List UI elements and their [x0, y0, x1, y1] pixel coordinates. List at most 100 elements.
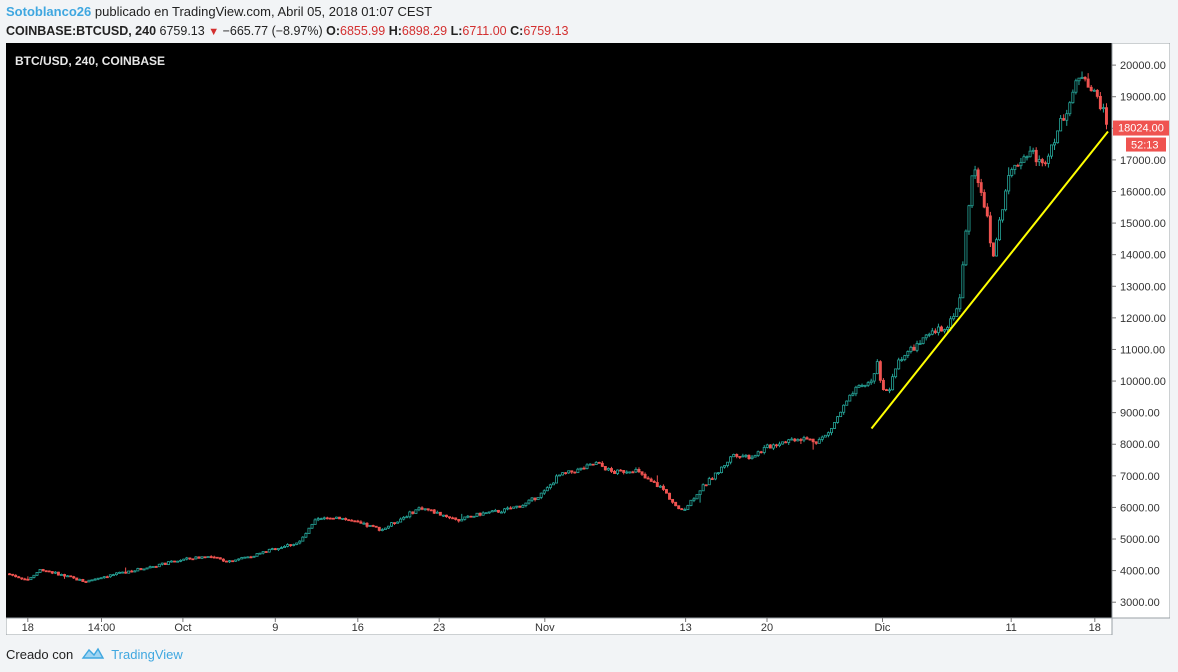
candle-body	[475, 512, 479, 517]
candle-body	[564, 472, 568, 475]
candle-body	[558, 474, 561, 477]
candle-body	[240, 557, 244, 560]
low-value: 6711.00	[462, 24, 507, 38]
candle-body	[775, 444, 778, 447]
candle-body	[35, 572, 39, 576]
candle-body	[530, 497, 534, 501]
candle-body	[756, 451, 760, 456]
candle-body	[848, 394, 852, 402]
candle-body	[63, 574, 66, 577]
candle-body	[1068, 102, 1072, 115]
time-axis[interactable]	[5, 617, 1113, 636]
candle-body	[115, 572, 118, 576]
candle-body	[655, 482, 659, 488]
candle-body	[157, 563, 161, 568]
tradingview-brand-link[interactable]: TradingView	[111, 647, 183, 662]
candle-body	[203, 556, 207, 559]
price-chart[interactable]: BTC/USD, 240, COINBASE 3000.00 4000.00 500…	[5, 42, 1171, 636]
candle-body	[402, 516, 406, 520]
candle-body	[130, 570, 134, 573]
candle-body	[811, 438, 815, 443]
candle-body	[432, 509, 436, 514]
plot-area[interactable]	[6, 43, 1112, 618]
x-tick-label: 13	[679, 622, 691, 634]
candle-body	[628, 471, 632, 474]
candle-body	[426, 508, 430, 511]
y-tick-label: 20000.00	[1120, 60, 1166, 72]
candle-body	[921, 337, 925, 344]
candle-body	[255, 553, 259, 557]
candle-body	[747, 454, 751, 460]
candle-body	[383, 527, 387, 530]
candle-body	[78, 579, 82, 581]
y-tick-label: 14000.00	[1120, 250, 1166, 262]
candle-body	[341, 517, 345, 520]
candle-body	[170, 560, 173, 563]
chart-frame[interactable]: BTC/USD, 240, COINBASE 3000.00 4000.00 500…	[5, 42, 1171, 636]
tradingview-cloud-icon[interactable]	[81, 646, 105, 663]
candle-body	[658, 485, 662, 488]
candle-body	[463, 516, 467, 520]
candle-body	[429, 509, 433, 512]
y-tick-label: 12000.00	[1120, 313, 1166, 325]
candle-body	[955, 308, 959, 317]
candle-body	[1040, 159, 1044, 164]
candle-body	[359, 521, 363, 524]
candle-body	[521, 505, 525, 508]
candle-body	[335, 516, 338, 519]
candle-body	[90, 579, 94, 582]
candle-body	[707, 478, 711, 486]
candle-body	[998, 219, 1001, 241]
y-tick-label: 9000.00	[1120, 408, 1160, 420]
candle-body	[805, 437, 809, 440]
candle-body	[652, 481, 656, 483]
footer: Creado con TradingView	[6, 646, 183, 663]
candle-body	[790, 438, 794, 441]
last-price-label: 18024.00	[1118, 123, 1164, 135]
candle-body	[826, 432, 830, 436]
candle-body	[237, 558, 241, 561]
candle-body	[949, 318, 953, 328]
candle-body	[1059, 118, 1063, 132]
candle-body	[820, 436, 824, 440]
candle-body	[215, 556, 219, 559]
candle-body	[264, 551, 268, 553]
candle-body	[399, 518, 403, 523]
candle-body	[732, 454, 736, 458]
candle-body	[640, 471, 644, 475]
candle-body	[936, 326, 940, 334]
candle-body	[484, 512, 488, 515]
candle-body	[634, 468, 638, 473]
candle-body	[38, 569, 42, 573]
candle-body	[625, 471, 629, 474]
candle-body	[891, 376, 895, 391]
trendline[interactable]	[870, 130, 1109, 430]
candle-body	[121, 571, 125, 574]
y-tick-label: 10000.00	[1120, 376, 1166, 388]
candle-body	[741, 455, 745, 458]
candle-body	[44, 570, 48, 573]
candle-body	[319, 518, 323, 521]
candle-body	[151, 566, 155, 568]
candle-body	[496, 509, 500, 513]
candle-body	[1105, 107, 1108, 125]
candle-body	[47, 570, 51, 573]
candle-body	[830, 428, 833, 434]
candle-body	[194, 556, 198, 560]
candle-body	[295, 542, 299, 545]
candle-body	[1013, 164, 1017, 170]
candle-body	[1050, 144, 1053, 157]
x-tick-label: 23	[433, 622, 445, 634]
candle-body	[60, 574, 63, 576]
candle-body	[646, 477, 650, 480]
down-arrow-icon: ▼	[208, 26, 220, 38]
candle-body	[267, 548, 271, 553]
author-link[interactable]: Sotoblanco26	[6, 4, 92, 19]
candle-body	[765, 444, 769, 448]
candle-body	[414, 509, 418, 514]
candle-body	[750, 456, 754, 460]
candle-body	[166, 561, 170, 565]
candle-body	[1004, 190, 1008, 211]
countdown-tag-bg	[1126, 137, 1166, 152]
candle-body	[405, 516, 409, 519]
